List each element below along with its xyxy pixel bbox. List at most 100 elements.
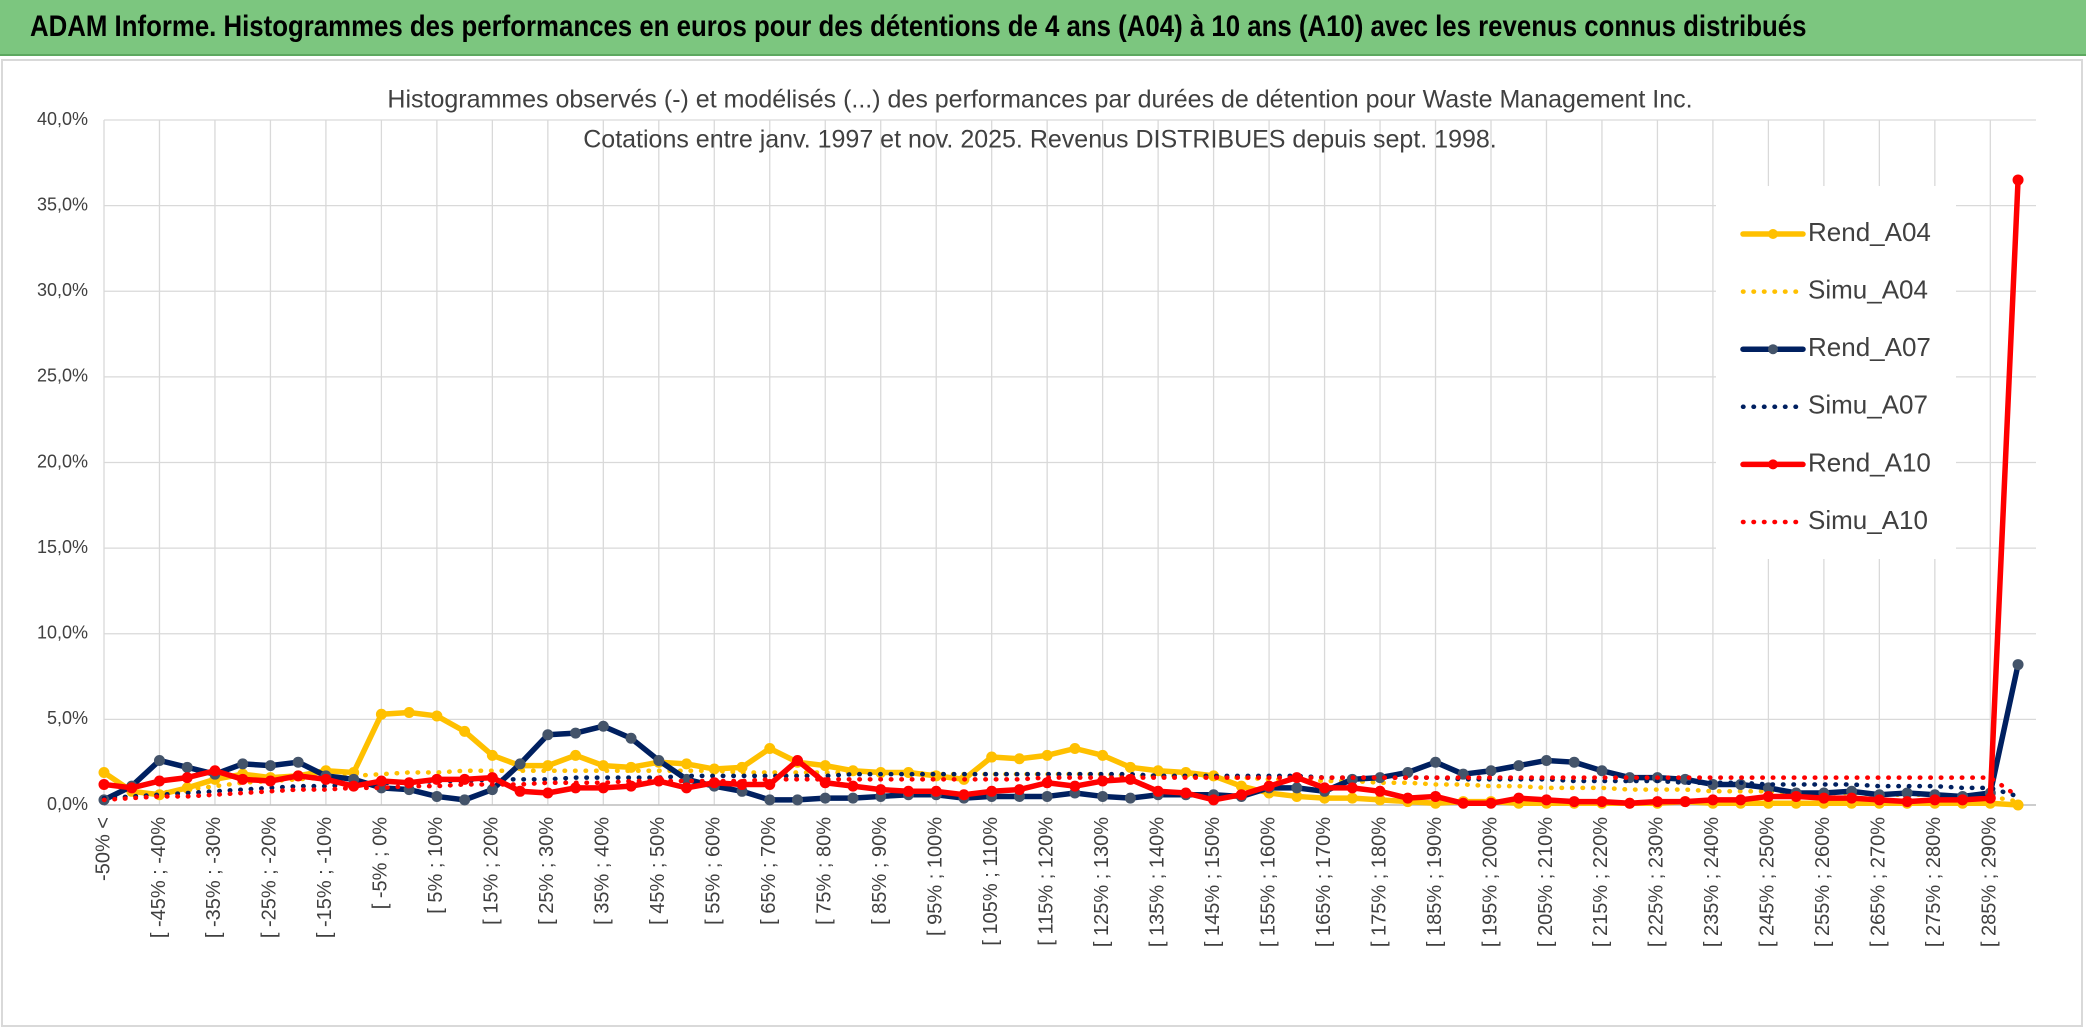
- series-marker: [375, 708, 387, 720]
- series-marker: [459, 725, 471, 737]
- series-marker: [2012, 659, 2024, 671]
- chart-title: Histogrammes observés (-) et modélisés (…: [387, 86, 1692, 114]
- series-marker: [98, 766, 110, 778]
- legend-label: Simu_A07: [1808, 390, 1928, 420]
- series-marker: [764, 778, 776, 790]
- y-tick-label: 0,0%: [47, 794, 88, 814]
- series-marker: [1013, 753, 1025, 765]
- series-marker: [1346, 782, 1358, 794]
- series-marker: [542, 760, 554, 772]
- y-tick-label: 20,0%: [37, 451, 88, 471]
- series-marker: [1152, 785, 1164, 797]
- series-marker: [1430, 756, 1442, 768]
- series-line: [101, 775, 2021, 803]
- series-marker: [1457, 768, 1469, 780]
- series-marker: [1901, 796, 1913, 808]
- x-tick-label: [ 115% ; 120%: [1035, 817, 1057, 946]
- y-tick-label: 30,0%: [37, 280, 88, 300]
- series-marker: [292, 756, 304, 768]
- series-marker: [181, 761, 193, 773]
- series-marker: [1124, 761, 1136, 773]
- legend-label: Simu_A10: [1808, 505, 1928, 535]
- series-marker: [1513, 792, 1525, 804]
- series-marker: [431, 790, 443, 802]
- series-marker: [1346, 792, 1358, 804]
- series-marker: [1873, 794, 1885, 806]
- series-marker: [597, 720, 609, 732]
- series-marker: [1319, 782, 1331, 794]
- series-marker: [459, 773, 471, 785]
- series-marker: [986, 751, 998, 763]
- legend-label: Rend_A04: [1808, 217, 1931, 247]
- x-tick-label: [ 175% ; 180%: [1368, 817, 1390, 947]
- series-marker: [1957, 794, 1969, 806]
- series-marker: [153, 754, 165, 766]
- series-marker: [681, 782, 693, 794]
- series-marker: [292, 770, 304, 782]
- series-marker: [1540, 754, 1552, 766]
- x-tick-label: [ 275% ; 280%: [1923, 817, 1945, 947]
- x-tick-label: [ 15% ; 20%: [481, 817, 503, 925]
- series-marker: [1846, 792, 1858, 804]
- x-tick-label: [ 35% ; 40%: [592, 817, 614, 925]
- legend-marker: [1768, 459, 1778, 470]
- x-tick-label: [ -35% ; -30%: [203, 817, 225, 938]
- x-tick-label: [ 185% ; 190%: [1424, 817, 1446, 947]
- series-marker: [1596, 765, 1608, 777]
- series-marker: [126, 782, 138, 794]
- x-tick-label: [ 125% ; 130%: [1091, 817, 1113, 947]
- y-tick-label: 35,0%: [37, 194, 88, 214]
- series-marker: [1735, 794, 1747, 806]
- series-marker: [819, 792, 831, 804]
- series-marker: [958, 789, 970, 801]
- series-marker: [847, 780, 859, 792]
- series-marker: [597, 782, 609, 794]
- x-tick-label: [ 105% ; 110%: [980, 817, 1002, 946]
- series-marker: [625, 732, 637, 744]
- series-marker: [1651, 796, 1663, 808]
- series-marker: [819, 760, 831, 772]
- x-tick-label: [ 225% ; 230%: [1646, 817, 1668, 947]
- series-marker: [681, 758, 693, 770]
- series-line: [101, 771, 2021, 801]
- series-marker: [875, 784, 887, 796]
- series-marker: [98, 778, 110, 790]
- series-marker: [847, 792, 859, 804]
- series-line: [101, 177, 2021, 807]
- series-marker: [1263, 780, 1275, 792]
- x-tick-label: [ 245% ; 250%: [1757, 817, 1779, 947]
- series-marker: [1679, 796, 1691, 808]
- series-marker: [1568, 796, 1580, 808]
- series-marker: [153, 775, 165, 787]
- series-marker: [1152, 765, 1164, 777]
- series-marker: [403, 707, 415, 719]
- series-marker: [2012, 799, 2024, 811]
- series-marker: [209, 765, 221, 777]
- chart-subtitle: Cotations entre janv. 1997 et nov. 2025.…: [583, 126, 1497, 154]
- x-tick-label: [ 5% ; 10%: [425, 817, 447, 914]
- series-marker: [181, 772, 193, 784]
- header-title: ADAM Informe. Histogrammes des performan…: [30, 10, 1807, 43]
- series-marker: [237, 773, 249, 785]
- series-marker: [237, 758, 249, 770]
- legend-label: Rend_A10: [1808, 447, 1931, 477]
- legend-label: Simu_A04: [1808, 274, 1928, 304]
- x-tick-label: [ 45% ; 50%: [647, 817, 669, 925]
- x-tick-label: [ 65% ; 70%: [758, 817, 780, 925]
- series-marker: [1180, 787, 1192, 799]
- x-tick-label: [ 145% ; 150%: [1202, 817, 1224, 947]
- series-marker: [431, 773, 443, 785]
- x-tick-label: [ 255% ; 260%: [1812, 817, 1834, 947]
- series-marker: [1568, 756, 1580, 768]
- series-marker: [1540, 794, 1552, 806]
- series-marker: [542, 787, 554, 799]
- series-marker: [2012, 174, 2024, 186]
- series-marker: [320, 773, 332, 785]
- series-marker: [653, 754, 665, 766]
- series-marker: [1596, 796, 1608, 808]
- series-marker: [1013, 784, 1025, 796]
- series-marker: [542, 729, 554, 741]
- x-tick-label: [ 195% ; 200%: [1479, 817, 1501, 947]
- series-marker: [902, 785, 914, 797]
